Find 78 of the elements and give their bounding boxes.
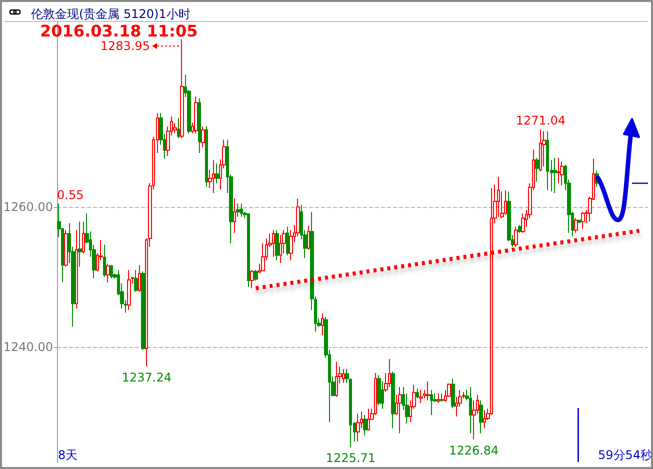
candlestick (469, 386, 472, 434)
annotation: 1226.84 (449, 443, 499, 458)
candlestick (275, 230, 279, 261)
candlestick (374, 372, 377, 416)
candlestick (518, 224, 521, 234)
annotation: 0.55 (57, 188, 84, 202)
candlestick (451, 378, 455, 409)
candlestick (542, 130, 546, 167)
candlestick (391, 371, 395, 429)
candlestick (578, 220, 581, 224)
candlestick (535, 157, 539, 182)
candlestick (514, 226, 518, 248)
candlestick (247, 212, 250, 288)
y-tick-label: 1260.00 (3, 200, 53, 214)
candlestick (82, 221, 85, 254)
candlestick (377, 374, 381, 406)
candlestick (201, 126, 205, 148)
candlestick (388, 358, 391, 388)
candlestick (504, 190, 507, 216)
candlestick (261, 242, 265, 272)
candlestick (205, 126, 208, 188)
candlestick (110, 264, 113, 279)
candlestick (141, 270, 145, 350)
annotation: 1271.04 (516, 114, 566, 128)
chart-subtitle: 2016.03.18 11:05 (40, 22, 198, 40)
candlestick (240, 202, 243, 218)
candlestick (367, 408, 370, 431)
candlestick (254, 270, 258, 282)
candlestick (356, 413, 360, 442)
candlestick (106, 263, 110, 284)
annotation: 1237.24 (122, 370, 172, 384)
candlestick (430, 389, 433, 416)
candlestick (483, 410, 486, 429)
candlestick (272, 230, 275, 258)
candlestick (212, 160, 215, 194)
candlestick (539, 129, 542, 172)
candlestick (194, 96, 198, 134)
candlestick (447, 383, 451, 398)
annotation: 1225.71 (326, 451, 376, 466)
y-tick-label: 1240.00 (3, 340, 53, 354)
candlestick (419, 389, 423, 404)
candlestick (521, 212, 525, 234)
candlestick (78, 221, 82, 268)
chart-title: 伦敦金现(贵金属 5120)1小时 (31, 7, 190, 21)
candlestick (134, 270, 138, 292)
candlestick (215, 163, 219, 184)
candlestick (138, 264, 141, 292)
candlestick (560, 160, 564, 186)
candlestick (177, 117, 180, 139)
candlestick (279, 234, 282, 264)
candlestick (426, 380, 430, 401)
annotation: 8天 (58, 448, 78, 462)
candlestick (64, 230, 68, 268)
candlestick (127, 270, 131, 310)
candlestick (307, 225, 310, 250)
candlestick (437, 392, 440, 404)
annotation: 1283.95 (100, 39, 150, 53)
candlestick (75, 230, 78, 310)
candlestick (103, 244, 106, 278)
candlestick (286, 226, 289, 256)
candlestick (440, 392, 444, 402)
candlestick (236, 202, 240, 218)
candlestick (416, 388, 419, 399)
candlestick (574, 218, 578, 234)
candlestick (581, 211, 585, 230)
candlestick (250, 270, 254, 289)
candlestick (233, 198, 236, 234)
candlestick (398, 386, 402, 434)
candlestick (546, 130, 549, 191)
candlestick (180, 38, 184, 139)
candlestick (335, 361, 338, 398)
candlestick (198, 98, 201, 154)
candlestick (321, 312, 324, 336)
candlestick (342, 368, 345, 384)
candlestick (557, 157, 560, 184)
candlestick (363, 414, 367, 436)
candlestick (479, 400, 483, 434)
candlestick (553, 157, 557, 194)
